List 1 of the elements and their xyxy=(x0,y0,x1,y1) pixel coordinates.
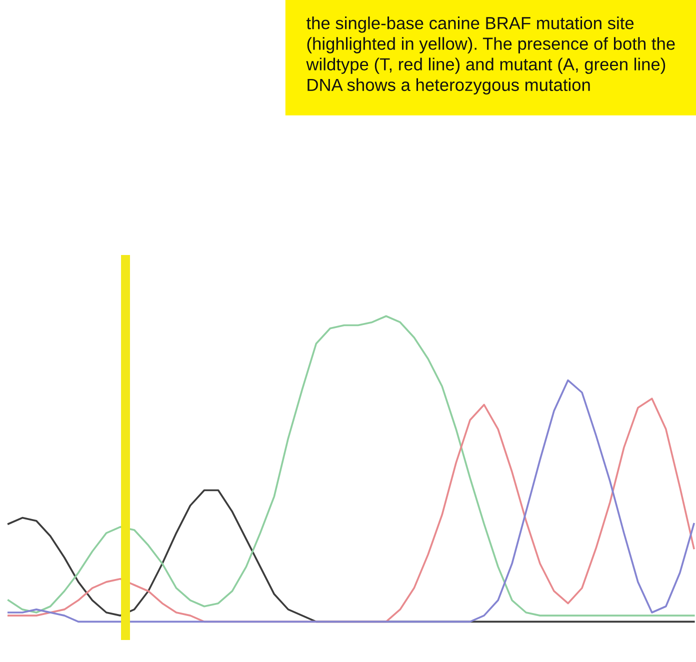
text: the single-base canine BRAF mutation site (highlighted in yellow). The presence of both the wildtype (T, red line) and mutant (A, green line) DNA shows a heterozygous mutation xyxy=(306,16,675,94)
